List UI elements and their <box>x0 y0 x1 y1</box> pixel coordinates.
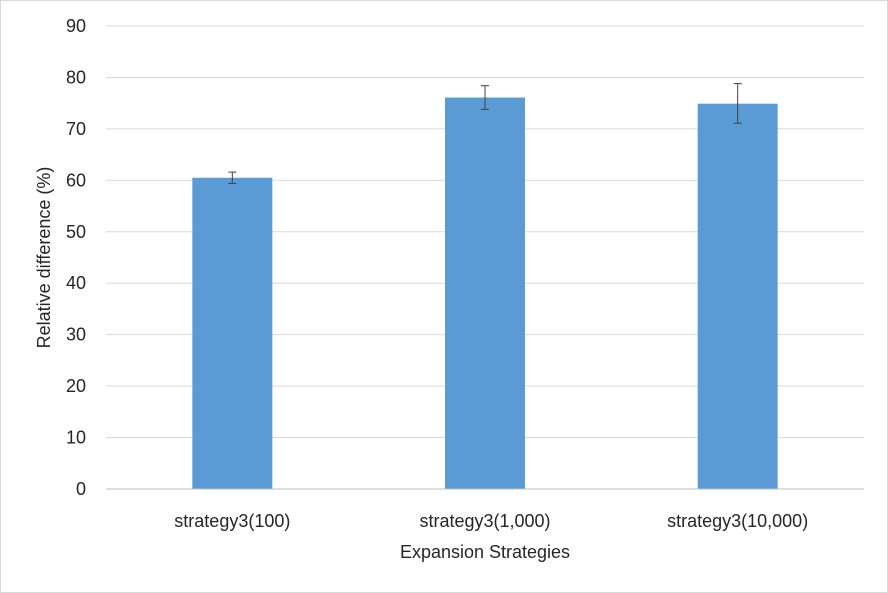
bar <box>697 103 778 489</box>
bar <box>445 97 525 489</box>
bar <box>192 177 273 489</box>
y-tick-label: 20 <box>66 376 86 396</box>
error-bar <box>733 83 742 124</box>
y-tick-label: 80 <box>66 67 86 87</box>
x-category-label: strategy3(100) <box>174 511 290 531</box>
bars <box>192 97 778 489</box>
y-axis-title: Relative difference (%) <box>34 167 54 349</box>
x-axis-categories: strategy3(100) strategy3(1,000) strategy3(… <box>174 511 808 531</box>
y-tick-label: 0 <box>76 479 86 499</box>
y-tick-label: 10 <box>66 428 86 448</box>
y-tick-label: 50 <box>66 222 86 242</box>
x-category-label: strategy3(10,000) <box>667 511 808 531</box>
y-tick-label: 90 <box>66 16 86 36</box>
x-axis-title: Expansion Strategies <box>400 542 570 562</box>
y-tick-label: 60 <box>66 170 86 190</box>
y-tick-label: 70 <box>66 119 86 139</box>
error-bars <box>228 83 742 184</box>
error-bar <box>481 85 489 110</box>
y-axis-ticks: 0 10 20 30 40 50 60 70 80 90 <box>66 16 86 499</box>
x-category-label: strategy3(1,000) <box>419 511 550 531</box>
y-tick-label: 40 <box>66 273 86 293</box>
y-tick-label: 30 <box>66 325 86 345</box>
error-bar <box>228 171 237 184</box>
